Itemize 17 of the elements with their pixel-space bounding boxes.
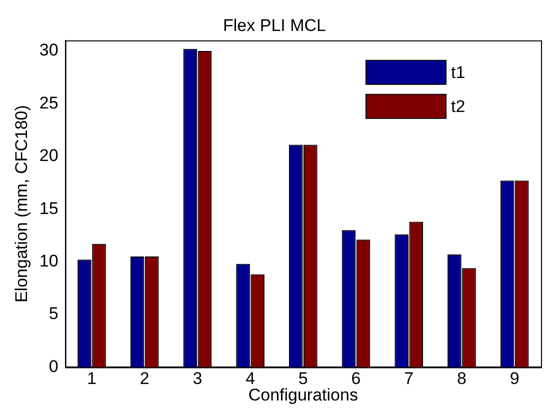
y-axis-title: Elongation (mm, CFC180) — [12, 105, 31, 303]
y-tick-label: 15 — [39, 198, 58, 218]
y-tick-label: 25 — [39, 93, 58, 112]
x-tick-label: 1 — [87, 369, 96, 388]
y-tick-label: 20 — [39, 146, 58, 166]
x-tick-label: 2 — [140, 369, 150, 388]
legend-label: t2 — [451, 97, 466, 116]
y-tick-label: 5 — [48, 304, 58, 324]
x-tick-label: 7 — [404, 369, 414, 388]
y-tick-label: 30 — [39, 40, 58, 60]
legend-label: t1 — [451, 63, 466, 82]
chart-title: Flex PLI MCL — [223, 16, 326, 35]
y-tick-label: 0 — [48, 356, 58, 376]
x-tick-label: 3 — [192, 369, 202, 388]
x-tick-label: 8 — [456, 369, 466, 388]
x-tick-label: 9 — [510, 369, 520, 388]
y-tick-label: 10 — [39, 251, 58, 270]
